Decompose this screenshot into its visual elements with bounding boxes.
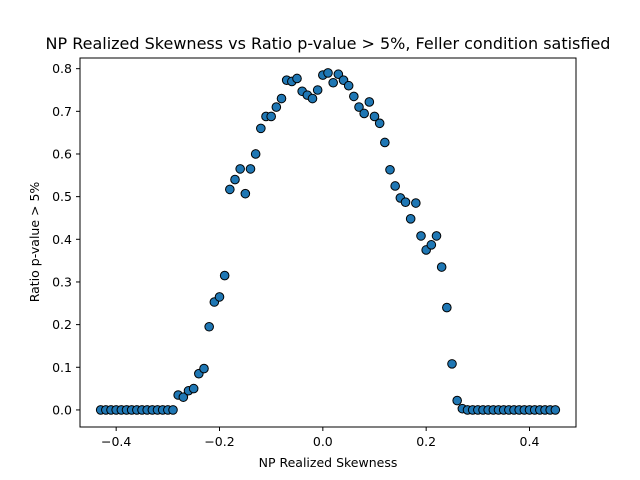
data-point [374,118,385,129]
data-point [292,73,302,84]
y-tick-label: 0.5 [52,189,72,204]
data-point [271,102,282,112]
data-point [411,198,421,208]
y-axis-label: Ratio p-value > 5% [27,182,42,303]
data-point [225,184,235,195]
data-point [204,321,214,332]
data-point [245,164,256,174]
data-point [333,69,344,80]
data-point [442,302,452,313]
data-point [359,108,369,119]
y-tick-label: 0.1 [52,360,72,375]
data-point [405,214,416,224]
data-point [235,164,245,174]
x-tick-label: −0.2 [204,434,234,449]
y-tick-label: 0.7 [52,104,72,119]
data-point [343,80,354,91]
data-point [385,164,395,175]
x-axis: −0.4 −0.2 0.0 0.2 0.4 [101,427,539,449]
x-axis-label: NP Realized Skewness [259,455,398,470]
chart-title: NP Realized Skewness vs Ratio p-value > … [46,34,611,53]
data-point [354,102,364,112]
data-point [178,392,189,402]
data-point [369,111,380,122]
data-point [431,231,442,241]
data-point [323,68,333,78]
data-point [550,405,561,415]
data-point [436,262,447,272]
data-point [390,181,400,191]
data-point [266,111,276,122]
data-point [276,93,287,104]
y-axis: 0.0 0.1 0.2 0.3 0.4 0.5 0.6 0.7 0.8 [52,61,80,417]
plot-area: −0.4 −0.2 0.0 0.2 0.4 0.00.10.20.30.40.50.60… [52,57,577,449]
y-tick-label: 0.3 [52,274,72,289]
data-point [250,149,261,159]
data-point [349,91,359,102]
data-point [188,383,199,394]
data-points [95,68,561,415]
data-point [199,363,209,374]
data-point [400,197,411,207]
x-tick-label: 0.0 [313,434,333,449]
data-point [328,77,338,88]
y-tick-label: 0.4 [52,232,72,247]
data-point [312,85,323,95]
plot-frame [79,57,577,428]
x-tick-label: −0.4 [101,434,131,449]
data-point [230,174,240,185]
data-point [447,359,457,369]
data-point [452,395,462,406]
data-point [240,188,251,199]
data-point [168,405,178,415]
data-point [256,123,266,134]
y-tick-label: 0.6 [52,146,72,161]
data-point [219,270,230,281]
data-point [416,231,426,241]
x-tick-label: 0.2 [416,434,436,449]
y-tick-label: 0.0 [52,402,72,417]
data-point [214,292,225,302]
data-point [307,93,318,104]
data-point [426,240,437,250]
y-tick-label: 0.8 [52,61,72,76]
data-point [364,97,375,107]
x-tick-label: 0.4 [520,434,540,449]
y-tick-label: 0.2 [52,317,72,332]
data-point [380,137,390,148]
